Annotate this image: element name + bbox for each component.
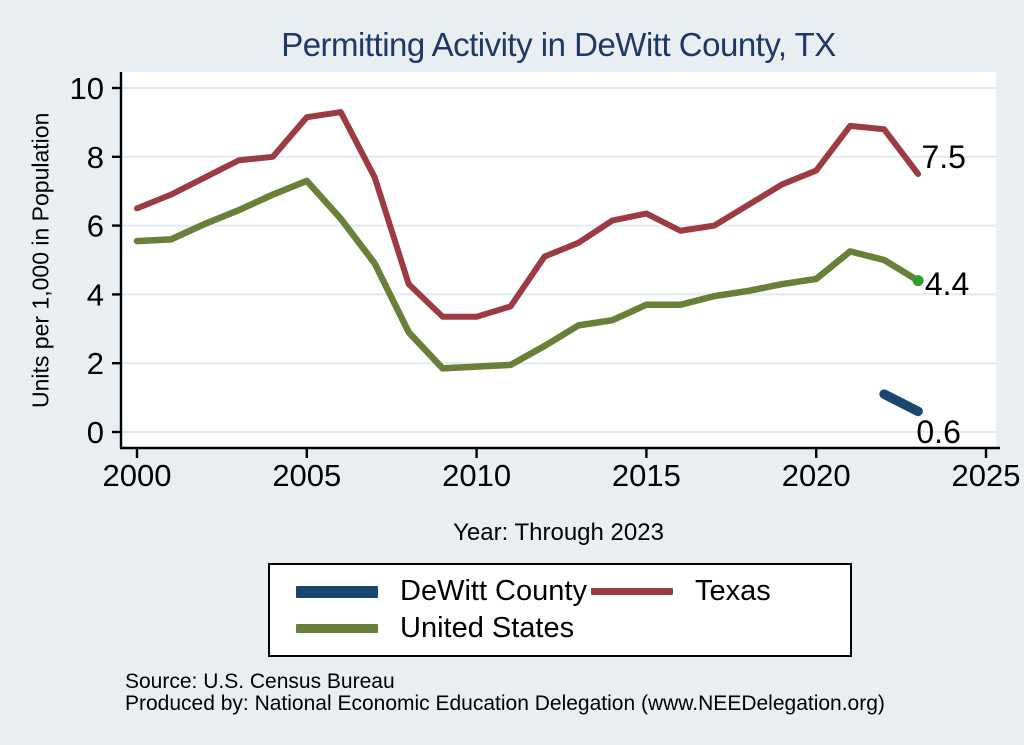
footer: Source: U.S. Census Bureau Produced by: … <box>125 671 885 715</box>
end-value-label: 0.6 <box>916 414 960 450</box>
united-states-line-swatch <box>296 624 378 633</box>
x-tick-label: 2000 <box>103 458 172 493</box>
x-tick-label: 2020 <box>782 458 851 493</box>
legend-label-dewitt-county: DeWitt County <box>400 575 587 607</box>
dewitt-county-line <box>879 389 923 417</box>
produced-by-note: Produced by: National Economic Education… <box>125 692 885 715</box>
dewitt-county-line-swatch <box>296 585 378 598</box>
legend-item-texas: Texas <box>591 575 850 608</box>
united-states-line <box>133 177 922 372</box>
y-tick-label: 10 <box>70 71 104 106</box>
legend-item-united-states: United States <box>296 612 591 645</box>
x-tick-label: 2025 <box>952 458 1021 493</box>
texas-line <box>134 109 922 320</box>
y-tick-label: 6 <box>87 209 104 244</box>
legend-label-texas: Texas <box>695 575 771 607</box>
texas-line-swatch <box>591 588 673 595</box>
y-tick-label: 4 <box>87 277 104 312</box>
y-tick-label: 0 <box>87 415 104 450</box>
x-axis-title: Year: Through 2023 <box>453 519 664 546</box>
plot-area <box>121 72 996 448</box>
x-tick-label: 2005 <box>272 458 341 493</box>
legend-item-dewitt-county: DeWitt County <box>296 575 591 608</box>
united-states-end-marker <box>912 275 924 287</box>
legend-label-united-states: United States <box>400 612 575 644</box>
y-tick-label: 2 <box>87 346 104 381</box>
chart-title: Permitting Activity in DeWitt County, TX <box>281 26 836 63</box>
end-value-label: 7.5 <box>921 139 965 175</box>
y-tick-label: 8 <box>87 140 104 175</box>
end-value-label: 4.4 <box>925 266 969 302</box>
source-note: Source: U.S. Census Bureau <box>125 670 395 693</box>
legend-box: DeWitt County Texas United States <box>268 563 852 657</box>
x-tick-label: 2010 <box>442 458 511 493</box>
x-tick-label: 2015 <box>612 458 681 493</box>
